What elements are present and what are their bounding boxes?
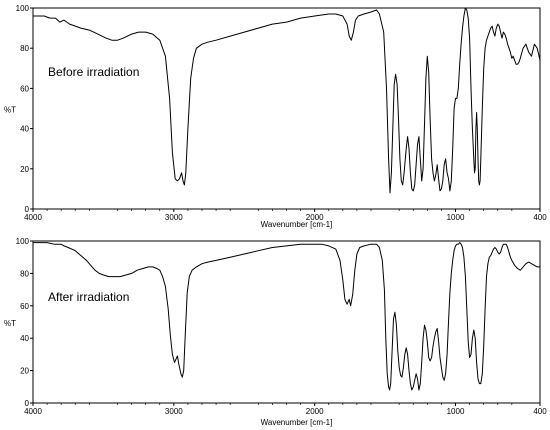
spectrum-line: [33, 242, 540, 391]
x-tick-label: 2000: [306, 407, 324, 416]
y-tick-label: 100: [16, 4, 30, 13]
y-axis-title: %T: [4, 106, 16, 115]
x-tick-label: 4000: [24, 407, 42, 416]
panel-annotation: Before irradiation: [48, 65, 139, 79]
x-tick-label: 400: [533, 213, 547, 222]
plot-frame: [32, 240, 541, 404]
y-tick-label: 40: [20, 125, 29, 134]
y-tick-label: 100: [16, 237, 30, 246]
spectrum-line: [33, 7, 541, 194]
y-tick-label: 80: [20, 269, 29, 278]
y-tick-label: 20: [20, 367, 29, 376]
x-tick-label: 1000: [447, 407, 465, 416]
x-axis-title: Wavenumber [cm-1]: [261, 220, 333, 229]
x-tick-label: 3000: [165, 407, 183, 416]
y-tick-label: 20: [20, 165, 29, 174]
x-tick-label: 2000: [306, 213, 324, 222]
x-tick-label: 400: [533, 407, 547, 416]
y-tick-label: 80: [20, 44, 29, 53]
x-axis-title: Wavenumber [cm-1]: [261, 418, 333, 427]
y-tick-label: 0: [25, 399, 30, 408]
x-tick-label: 3000: [165, 213, 183, 222]
x-tick-label: 4000: [24, 213, 42, 222]
chart-panel-1: 0 20 40 60 80 100 4000 3000 2000 1000 400 Wavenumbe…: [4, 4, 547, 229]
y-tick-label: 60: [20, 302, 29, 311]
chart-panel-2: 0 20 40 60 80 100 4000 3000 2000 1000 400 Wavenumbe…: [4, 237, 547, 427]
y-tick-label: 40: [20, 334, 29, 343]
y-tick-label: 60: [20, 84, 29, 93]
panel-annotation: After irradiation: [48, 290, 129, 304]
plot-frame: [32, 7, 541, 210]
y-tick-label: 0: [25, 205, 30, 214]
x-tick-label: 1000: [447, 213, 465, 222]
y-axis-title: %T: [4, 319, 16, 328]
